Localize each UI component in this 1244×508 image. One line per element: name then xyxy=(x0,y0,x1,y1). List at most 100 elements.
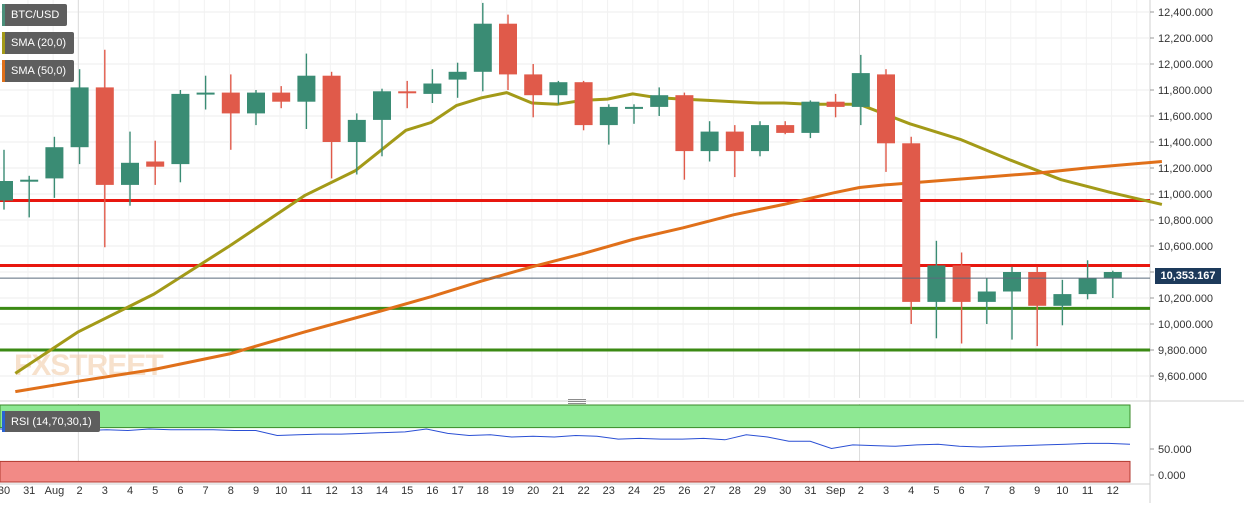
candle xyxy=(448,62,467,98)
candle-body xyxy=(95,87,114,185)
x-tick-label: 4 xyxy=(908,485,914,497)
x-tick-label: 7 xyxy=(203,485,209,497)
candle xyxy=(45,136,64,198)
sma-line-sma-50-0- xyxy=(15,160,1163,394)
rsi-tick-label: 0.000 xyxy=(1158,470,1186,482)
candle-body xyxy=(347,119,366,142)
x-tick-label: 3 xyxy=(883,485,889,497)
candle-body xyxy=(902,143,921,302)
x-tick-label: 6 xyxy=(959,485,965,497)
y-tick-label: 11,800.000 xyxy=(1158,85,1212,97)
legend-btcusd[interactable]: BTC/USD xyxy=(2,4,68,26)
candle-body xyxy=(196,92,215,95)
candle xyxy=(473,2,492,92)
x-tick-label: 26 xyxy=(678,485,690,497)
candle-body xyxy=(776,125,795,133)
candle xyxy=(952,252,971,344)
x-tick-label: 2 xyxy=(858,485,864,497)
legend-label-sma20: SMA (20,0) xyxy=(11,37,67,49)
candle xyxy=(675,92,694,180)
candle-body xyxy=(1078,278,1097,295)
x-tick-label: 12 xyxy=(1107,485,1119,497)
candle xyxy=(95,49,114,248)
y-tick-label: 12,000.000 xyxy=(1158,59,1213,71)
candle-body xyxy=(549,82,568,96)
x-tick-label: 17 xyxy=(451,485,463,497)
y-tick-label: 10,800.000 xyxy=(1158,215,1213,227)
candle xyxy=(751,121,769,157)
candle-body xyxy=(473,23,492,72)
candle-body xyxy=(877,74,895,144)
candle-body xyxy=(650,95,669,107)
x-tick-label: 31 xyxy=(804,485,816,497)
y-tick-label: 11,400.000 xyxy=(1158,137,1212,149)
y-tick-label: 12,200.000 xyxy=(1158,33,1213,45)
current-price-tag: 10,353.167 xyxy=(1155,268,1221,284)
candle xyxy=(700,121,719,162)
watermark-text: FXSTREET xyxy=(14,349,163,382)
x-tick-label: 28 xyxy=(729,485,741,497)
x-tick-label: 9 xyxy=(1034,485,1040,497)
candle-body xyxy=(851,73,870,107)
candle xyxy=(499,14,517,90)
candle xyxy=(927,240,946,339)
candle xyxy=(1078,260,1097,300)
candle xyxy=(826,93,845,118)
candle xyxy=(247,90,265,126)
candle-body xyxy=(499,23,517,75)
x-tick-label: 7 xyxy=(984,485,990,497)
y-tick-label: 11,600.000 xyxy=(1158,111,1212,123)
candle-body xyxy=(977,291,996,302)
candle xyxy=(1003,266,1021,340)
candle xyxy=(196,75,215,110)
x-tick-label: 23 xyxy=(603,485,615,497)
candle-body xyxy=(751,125,769,152)
candle xyxy=(146,140,165,185)
y-tick-label: 10,200.000 xyxy=(1158,293,1213,305)
candle xyxy=(877,69,895,172)
pane-splitter-handle[interactable] xyxy=(568,399,586,404)
y-tick-label: 11,000.000 xyxy=(1158,189,1212,201)
candle-body xyxy=(45,147,64,179)
candle-body xyxy=(826,101,845,107)
candle-body xyxy=(322,75,341,142)
rsi-overbought-zone xyxy=(0,404,1131,429)
legend-sma20[interactable]: SMA (20,0) xyxy=(2,32,75,54)
candle-body xyxy=(398,91,417,94)
candle xyxy=(70,69,89,165)
x-tick-label: 27 xyxy=(703,485,715,497)
candle-body xyxy=(373,91,391,120)
candle xyxy=(801,100,820,139)
candle xyxy=(776,121,795,135)
candle xyxy=(322,71,341,179)
x-tick-label: 15 xyxy=(401,485,413,497)
candle-body xyxy=(524,74,543,96)
candle xyxy=(977,278,996,324)
candle-body xyxy=(725,131,744,152)
candle xyxy=(398,80,417,109)
candle-body xyxy=(599,106,618,126)
candle xyxy=(574,80,593,131)
legend-swatch xyxy=(2,411,5,432)
x-tick-label: 30 xyxy=(0,485,10,497)
legend-rsi[interactable]: RSI (14,70,30,1) xyxy=(2,411,100,432)
legend-sma50[interactable]: SMA (50,0) xyxy=(2,60,75,82)
candle-body xyxy=(423,83,442,94)
x-tick-label: 5 xyxy=(152,485,158,497)
candle xyxy=(1053,279,1072,326)
y-tick-label: 10,600.000 xyxy=(1158,241,1213,253)
x-tick-label: 3 xyxy=(102,485,108,497)
legend-label-sma50: SMA (50,0) xyxy=(11,65,67,77)
x-tick-label: 31 xyxy=(23,485,35,497)
x-tick-label: 9 xyxy=(253,485,259,497)
y-tick-label: 9,600.000 xyxy=(1158,371,1207,383)
x-tick-label: 20 xyxy=(527,485,539,497)
legend-swatch xyxy=(2,60,5,82)
x-tick-label: 14 xyxy=(376,485,388,497)
candle xyxy=(423,69,442,103)
x-tick-label: 12 xyxy=(325,485,337,497)
x-tick-label: 21 xyxy=(552,485,564,497)
x-tick-label: 5 xyxy=(933,485,939,497)
